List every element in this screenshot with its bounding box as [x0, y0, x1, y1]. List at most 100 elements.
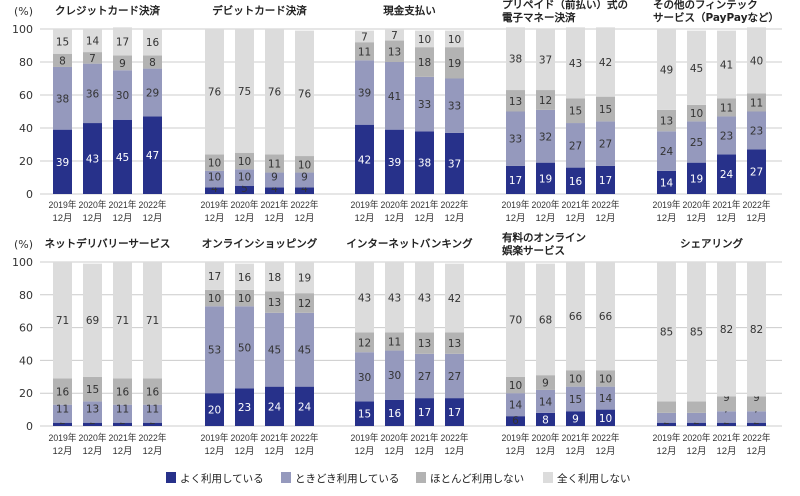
bar-segment [747, 262, 766, 397]
data-label: 76 [298, 88, 312, 100]
data-label: 43 [569, 58, 582, 70]
data-label: 33 [509, 134, 522, 146]
bar-segment [717, 98, 736, 117]
data-label: 10 [569, 373, 582, 385]
data-label: 11 [358, 46, 371, 58]
bar-segment [506, 393, 525, 417]
x-tick-label: 2019年 12月 [351, 432, 379, 457]
bar-segment [657, 422, 676, 426]
bar-segment [113, 70, 132, 120]
data-label: 13 [509, 96, 522, 108]
bar-segment [747, 93, 766, 112]
bar-segment [143, 116, 162, 194]
bar-segment [205, 187, 224, 194]
bar-segment [355, 42, 374, 61]
y-tick-label: 0 [26, 420, 33, 433]
bar-segment [506, 111, 525, 166]
y-tick-label: 40 [19, 354, 33, 367]
data-label: 9 [723, 392, 730, 404]
x-tick-label: 2020年 12月 [381, 199, 409, 224]
data-label: 71 [116, 315, 129, 327]
data-label: 38 [56, 93, 69, 105]
data-label: 16 [238, 272, 252, 284]
data-label: 13 [660, 116, 673, 128]
panel-title: ネットデリバリーサービス [45, 237, 171, 250]
y-tick-label: 80 [19, 289, 33, 302]
data-label: 43 [358, 292, 371, 304]
data-label: 50 [238, 342, 251, 354]
bar-segment [687, 121, 706, 163]
legend-item: ほとんど利用しない [416, 472, 524, 485]
bar-segment [205, 170, 224, 188]
bar-segment [235, 185, 254, 194]
bar-segment [506, 416, 525, 426]
data-label: 76 [268, 87, 282, 99]
bar-segment [445, 47, 464, 79]
data-label: 27 [418, 371, 431, 383]
data-label: 13 [418, 338, 431, 350]
data-label: 10 [208, 158, 221, 170]
x-tick-label: 2019年 12月 [201, 199, 229, 224]
data-label: 71 [56, 315, 69, 327]
data-label: 23 [750, 125, 763, 137]
data-label: 38 [418, 158, 431, 170]
bar-segment [415, 353, 434, 399]
data-label: 42 [358, 154, 371, 166]
bar-segment [657, 170, 676, 194]
data-label: 17 [448, 407, 461, 419]
bar-segment [83, 63, 102, 124]
bar-segment [657, 131, 676, 171]
bar-segment [687, 104, 706, 122]
data-label: 40 [750, 55, 763, 67]
x-tick-label: 2019年 12月 [502, 432, 530, 457]
x-tick-label: 2022年 12月 [441, 199, 469, 224]
bar-segment [295, 312, 314, 387]
data-label: 76 [208, 87, 222, 99]
data-label: 39 [56, 157, 69, 169]
data-label: 16 [56, 387, 70, 399]
data-label: 10 [509, 380, 522, 392]
x-tick-label: 2019年 12月 [49, 199, 77, 224]
bar-segment [506, 262, 525, 377]
data-label: 14 [660, 177, 674, 189]
bar-segment [596, 165, 615, 194]
x-tick-label: 2019年 12月 [502, 199, 530, 224]
bar-segment [596, 121, 615, 166]
x-tick-label: 2019年 12月 [653, 199, 681, 224]
legend-label: ときどき利用している [295, 473, 399, 485]
data-label: 37 [448, 158, 461, 170]
bar-segment [83, 263, 102, 377]
bar-segment [506, 376, 525, 394]
data-label: 19 [690, 173, 703, 185]
bar-segment [143, 404, 162, 423]
bar-segment [235, 263, 254, 290]
bar-segment [143, 378, 162, 405]
data-label: 16 [388, 408, 402, 420]
bar-segment [53, 262, 72, 379]
data-label: 17 [418, 407, 431, 419]
bar-segment [566, 98, 585, 124]
x-tick-label: 2021年 12月 [261, 199, 289, 224]
bar-segment [53, 66, 72, 130]
bar-segment [53, 53, 72, 67]
bar-segment [566, 167, 585, 194]
x-tick-label: 2020年 12月 [683, 432, 711, 457]
bar-segment [385, 350, 404, 400]
data-label: 15 [569, 106, 582, 118]
data-label: 12 [358, 337, 371, 349]
bar-segment [355, 124, 374, 194]
data-label: 9 [753, 392, 760, 404]
bar-segment [657, 401, 676, 413]
data-label: 42 [599, 57, 612, 69]
y-axis-label: (%) [14, 238, 33, 251]
data-label: 7 [89, 53, 96, 65]
data-label: 24 [298, 401, 312, 413]
data-label: 75 [238, 86, 251, 98]
bar-segment [747, 422, 766, 426]
x-tick-label: 2019年 12月 [351, 199, 379, 224]
bar-segment [385, 332, 404, 351]
bar-segment [536, 109, 555, 163]
data-label: 13 [448, 338, 461, 350]
data-label: 85 [690, 327, 703, 339]
legend-swatch [416, 472, 426, 483]
